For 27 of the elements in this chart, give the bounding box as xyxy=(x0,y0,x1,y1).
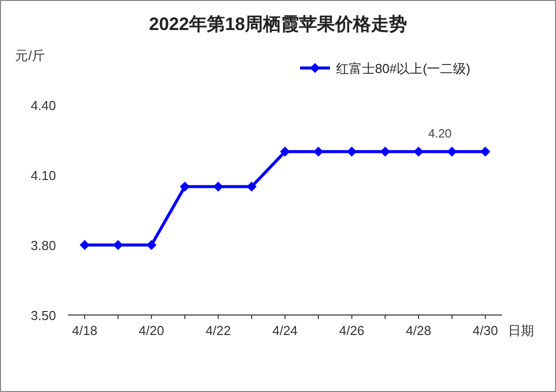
point xyxy=(480,146,490,157)
y-tick-label: 3.80 xyxy=(30,238,56,253)
y-axis-title: 元/斤 xyxy=(15,48,45,63)
point xyxy=(346,146,357,157)
x-tick-label: 4/26 xyxy=(339,323,364,338)
chart-title: 2022年第18周栖霞苹果价格走势 xyxy=(148,14,408,34)
x-tick-label: 4/22 xyxy=(206,323,231,338)
point xyxy=(313,146,324,157)
y-tick-label: 4.40 xyxy=(30,98,56,113)
x-tick-label: 4/20 xyxy=(138,323,164,338)
x-tick-label: 4/30 xyxy=(472,323,498,338)
point xyxy=(213,182,224,192)
point xyxy=(280,146,290,157)
point xyxy=(380,146,390,157)
x-tick-label: 4/18 xyxy=(72,323,98,338)
x-axis-title: 日期 xyxy=(508,323,534,338)
data-label: 4.20 xyxy=(428,126,452,141)
legend-label: 红富士80#以上(一二级) xyxy=(336,61,470,76)
x-tick-label: 4/28 xyxy=(406,323,432,338)
point xyxy=(80,240,90,250)
x-tick-label: 4/24 xyxy=(272,323,298,338)
point xyxy=(446,146,457,157)
point xyxy=(414,146,424,157)
point xyxy=(180,182,190,192)
point xyxy=(246,182,257,192)
y-tick-label: 3.50 xyxy=(30,308,56,323)
y-tick-label: 4.10 xyxy=(30,168,56,183)
